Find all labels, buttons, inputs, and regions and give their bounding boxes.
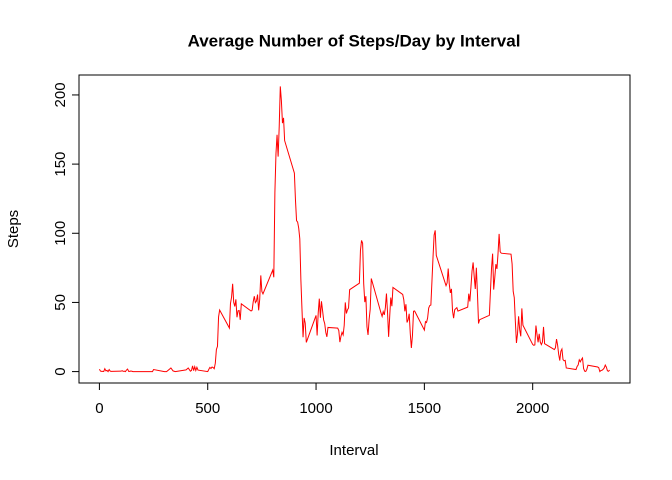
y-axis-label: Steps	[5, 210, 22, 248]
y-tick-label: 100	[52, 221, 69, 246]
plot-box	[78, 74, 631, 384]
x-tick-label: 1000	[299, 400, 332, 417]
data-line	[98, 86, 610, 373]
x-axis-label: Interval	[329, 442, 378, 459]
x-tick-label: 2000	[516, 400, 549, 417]
x-tick-label: 0	[95, 400, 103, 417]
y-tick-label: 150	[52, 152, 69, 177]
y-tick-label: 200	[52, 82, 69, 107]
y-tick-label: 50	[52, 294, 69, 311]
chart-title: Average Number of Steps/Day by Interval	[188, 31, 521, 50]
y-tick-label: 0	[52, 367, 69, 375]
x-tick-label: 500	[195, 400, 220, 417]
x-tick-label: 1500	[408, 400, 441, 417]
